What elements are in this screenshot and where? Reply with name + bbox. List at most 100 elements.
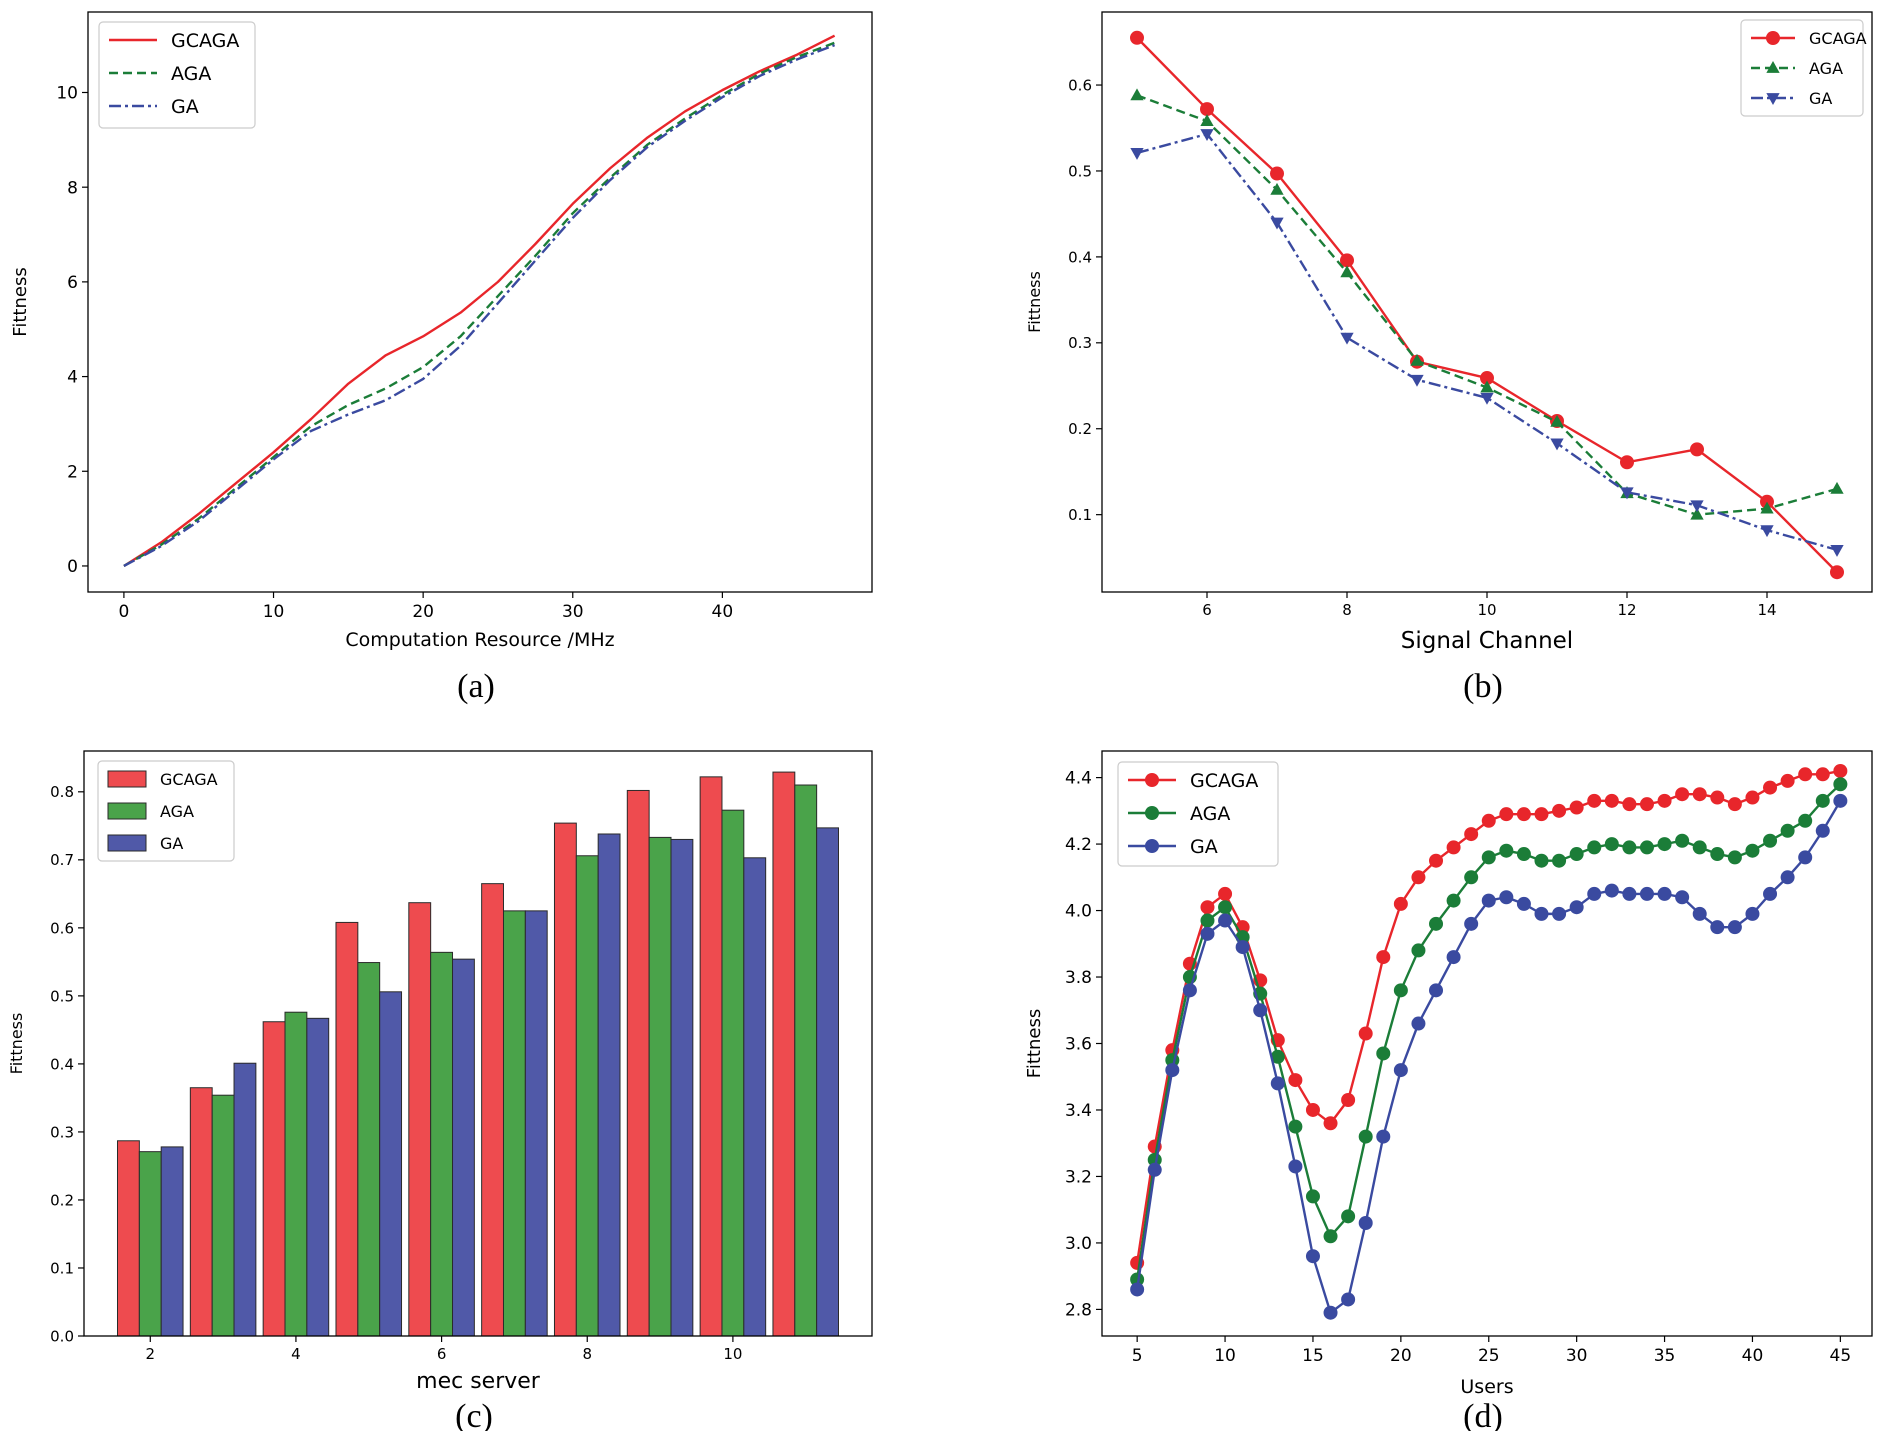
bar-aga-7 bbox=[502, 910, 526, 1336]
x-tick-label: 6 bbox=[437, 1345, 447, 1363]
data-point-ga bbox=[1393, 1063, 1408, 1078]
data-point-gcaga bbox=[1429, 853, 1444, 868]
data-point-gcaga bbox=[1130, 30, 1144, 45]
y-tick-label: 0.8 bbox=[50, 783, 74, 801]
x-tick-label: 2 bbox=[146, 1345, 156, 1363]
bar-gcaga-9 bbox=[626, 789, 650, 1336]
bar-aga-2 bbox=[138, 1151, 162, 1336]
panel-label: (a) bbox=[457, 668, 495, 705]
series-line-aga bbox=[1136, 94, 1838, 516]
bar-ga-5 bbox=[379, 991, 403, 1336]
y-axis-label: Fittness bbox=[10, 267, 31, 336]
data-point-gcaga bbox=[1305, 1102, 1320, 1117]
data-point-gcaga bbox=[1710, 790, 1725, 805]
x-axis-label: Computation Resource /MHz bbox=[345, 629, 614, 651]
bar-ga-9 bbox=[670, 838, 694, 1336]
data-point-aga bbox=[1692, 840, 1707, 855]
data-point-ga bbox=[1552, 906, 1567, 921]
x-axis-label: Users bbox=[1460, 1376, 1513, 1398]
x-tick-label: 25 bbox=[1478, 1346, 1500, 1366]
data-point-aga bbox=[1745, 843, 1760, 858]
y-tick-label: 0 bbox=[67, 557, 78, 577]
data-point-ga bbox=[1481, 893, 1496, 908]
data-point-gcaga bbox=[1534, 807, 1549, 822]
axes-frame bbox=[1101, 750, 1873, 1337]
x-tick-label: 40 bbox=[712, 602, 734, 622]
bar-aga-5 bbox=[357, 962, 381, 1336]
y-tick-label: 0.3 bbox=[1068, 334, 1092, 352]
y-tick-label: 0.1 bbox=[50, 1259, 74, 1277]
data-point-aga bbox=[1499, 843, 1514, 858]
data-point-ga bbox=[1147, 1162, 1162, 1177]
data-point-ga bbox=[1130, 148, 1144, 160]
data-point-aga bbox=[1481, 850, 1496, 865]
y-tick-label: 0.5 bbox=[1068, 162, 1092, 180]
chart-panel-4: 5 10 15 20 25 30 35 40 45 2.8 3.0 3.2 3.4 3.6 3.8 4.0 4.… bbox=[1024, 750, 1873, 1431]
data-point-gcaga bbox=[1200, 102, 1214, 117]
legend-label-gcaga: GCAGA bbox=[1809, 29, 1867, 48]
legend-marker-gcaga bbox=[1766, 31, 1780, 45]
bar-ga-3 bbox=[233, 1062, 257, 1336]
y-tick-label: 0.2 bbox=[1068, 420, 1092, 438]
data-point-aga bbox=[1763, 833, 1778, 848]
x-axis-label: Signal Channel bbox=[1401, 628, 1573, 654]
data-point-ga bbox=[1727, 920, 1742, 935]
data-point-aga bbox=[1411, 943, 1426, 958]
data-point-gcaga bbox=[1815, 767, 1830, 782]
bar-gcaga-8 bbox=[553, 822, 577, 1336]
legend-box bbox=[98, 21, 256, 129]
data-point-gcaga bbox=[1480, 371, 1494, 386]
data-point-gcaga bbox=[1657, 793, 1672, 808]
x-tick-label: 8 bbox=[1342, 601, 1352, 619]
y-tick-label: 0.5 bbox=[50, 987, 74, 1005]
data-point-ga bbox=[1130, 1282, 1145, 1297]
x-tick-label: 20 bbox=[412, 602, 434, 622]
data-point-ga bbox=[1516, 896, 1531, 911]
y-tick-label: 0.4 bbox=[50, 1055, 74, 1073]
legend-marker-aga bbox=[1766, 61, 1780, 73]
chart-panel-1: 0 10 20 30 40 0 2 4 6 8 10 Computation Resource /MH… bbox=[10, 11, 873, 705]
bar-ga-8 bbox=[597, 833, 621, 1336]
x-tick-label: 10 bbox=[1214, 1346, 1236, 1366]
data-point-ga bbox=[1200, 926, 1215, 941]
legend: GCAGA AGA GA bbox=[98, 21, 256, 129]
bar-aga-9 bbox=[648, 836, 672, 1336]
data-point-ga bbox=[1182, 983, 1197, 998]
y-tick-label: 3.2 bbox=[1065, 1168, 1092, 1188]
data-point-gcaga bbox=[1499, 807, 1514, 822]
bar-aga-3 bbox=[211, 1094, 235, 1336]
data-point-aga bbox=[1552, 853, 1567, 868]
data-point-gcaga bbox=[1692, 787, 1707, 802]
data-point-aga bbox=[1130, 1272, 1145, 1287]
data-point-aga bbox=[1200, 114, 1214, 127]
data-point-ga bbox=[1165, 1063, 1180, 1078]
x-tick-label: 20 bbox=[1390, 1346, 1412, 1366]
data-point-aga bbox=[1270, 1049, 1285, 1064]
y-tick-label: 3.0 bbox=[1065, 1234, 1092, 1254]
data-point-gcaga bbox=[1464, 827, 1479, 842]
data-point-ga bbox=[1464, 916, 1479, 931]
data-point-gcaga bbox=[1516, 807, 1531, 822]
data-point-ga bbox=[1675, 890, 1690, 905]
x-tick-label: 30 bbox=[562, 602, 584, 622]
data-point-aga bbox=[1305, 1189, 1320, 1204]
data-point-ga bbox=[1218, 913, 1233, 928]
data-point-gcaga bbox=[1358, 1026, 1373, 1041]
bar-gcaga-7 bbox=[481, 883, 504, 1336]
bar-gcaga-4 bbox=[262, 1021, 286, 1336]
x-tick-label: 5 bbox=[1132, 1346, 1143, 1366]
data-point-gcaga bbox=[1376, 950, 1391, 965]
data-point-ga bbox=[1410, 374, 1424, 387]
data-point-ga bbox=[1710, 920, 1725, 935]
data-point-aga bbox=[1446, 893, 1461, 908]
data-point-ga bbox=[1745, 906, 1760, 921]
bar-aga-8 bbox=[575, 855, 599, 1336]
plot-area bbox=[117, 771, 839, 1336]
bar-gcaga-2 bbox=[117, 1140, 140, 1336]
data-point-aga bbox=[1516, 847, 1531, 862]
data-point-aga bbox=[1587, 840, 1602, 855]
y-tick-label: 0.6 bbox=[50, 919, 74, 937]
data-point-aga bbox=[1815, 793, 1830, 808]
y-tick-label: 2 bbox=[67, 462, 78, 482]
y-tick-label: 0.6 bbox=[1068, 76, 1092, 94]
